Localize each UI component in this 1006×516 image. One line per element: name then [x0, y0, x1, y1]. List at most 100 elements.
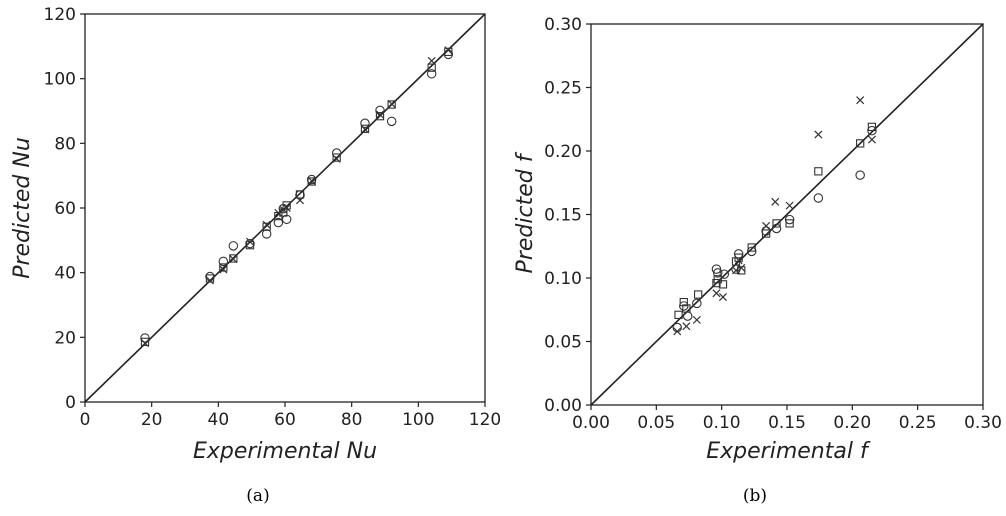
panel-a-x-tick-label: 80 — [341, 410, 363, 430]
panel-b-identity-line — [590, 23, 984, 406]
panel-b-square-point — [674, 310, 683, 319]
panel-b-square-point — [737, 266, 746, 275]
panel-a-y-ticks: 0 20 40 60 80 100 120 — [44, 5, 85, 413]
panel-b-circle-point — [692, 298, 702, 309]
panel-a-x-tick-label: 100 — [402, 410, 434, 430]
panel-a-cross-point — [274, 208, 283, 217]
panel-a-cross-point — [360, 125, 370, 134]
panel-a-square-point — [444, 47, 453, 56]
panel-a-x-ticks: 0 20 40 60 80 100 120 — [80, 402, 501, 430]
panel-a-x-tick-label: 20 — [141, 410, 163, 430]
panel-b-circle-point — [784, 214, 795, 225]
panel-a-x-tick-label: 120 — [469, 410, 501, 430]
panel-b-x-tick-label: 0.25 — [899, 413, 937, 433]
panel-a-circle-point — [331, 148, 342, 158]
panel-b-cross-point — [737, 263, 746, 272]
panel-a-circle-point — [261, 229, 272, 239]
panel-b-cross-point — [785, 201, 794, 210]
panel-b-cross-point — [734, 256, 743, 265]
panel-b-y-tick-label: 0.05 — [544, 333, 582, 353]
panel-b-y-tick-label: 0.00 — [544, 396, 582, 416]
panel-a-cross-point — [219, 265, 228, 274]
panel-b-x-tick-label: 0.20 — [833, 413, 871, 433]
panel-a-circle-point — [218, 256, 229, 267]
panel-a-cross-point — [375, 110, 385, 119]
panel-a-cross-point — [387, 99, 396, 108]
panel-b-cross-point — [712, 289, 721, 298]
panel-a-circle-point — [140, 333, 150, 343]
panel-a-y-axis-label: Predicted Nu — [10, 137, 35, 279]
panel-b-square-point — [761, 229, 771, 238]
panel-a-y-tick-label: 120 — [44, 5, 76, 25]
panel-b-cross-point — [673, 327, 682, 336]
panel-b-square-point — [747, 243, 756, 252]
panel-a-x-tick-label: 60 — [274, 410, 296, 430]
panel-a-square-point — [427, 63, 436, 72]
panel-b-cross-point — [814, 130, 823, 139]
panel-b-x-tick-label: 0.10 — [703, 413, 741, 433]
panel-a-square-point — [262, 222, 271, 231]
panel-b-square-point — [772, 219, 781, 228]
panel-b-data-points — [672, 96, 877, 336]
panel-a-y-tick-label: 100 — [44, 70, 76, 90]
panel-b-circle-point — [672, 322, 682, 333]
panel-a-x-axis-label: Experimental Nu — [193, 439, 377, 464]
panel-a-circle-point — [205, 271, 215, 282]
panel-b-square-point — [693, 290, 703, 299]
panel-a-circle-point — [375, 105, 385, 116]
panel-a-square-point — [140, 337, 150, 347]
panel-b-circle-point — [867, 125, 877, 136]
panel-b-x-axis-label: Experimental f — [706, 439, 871, 464]
panel-a-circle-point — [360, 118, 370, 129]
panel-b-x-tick-label: 0.00 — [572, 413, 610, 433]
panel-a-nu-parity-plot: 0 20 40 60 80 100 120 0 20 40 60 80 100 120 Experime… — [10, 5, 501, 506]
panel-a-square-point — [205, 274, 215, 283]
panel-b-cross-point — [718, 293, 727, 302]
panel-a-square-point — [229, 254, 238, 263]
panel-b-x-ticks: 0.00 0.05 0.10 0.15 0.20 0.25 0.30 — [572, 405, 1002, 433]
panel-b-caption: (b) — [743, 486, 767, 506]
panel-b-y-tick-label: 0.20 — [544, 142, 582, 162]
panel-a-cross-point — [205, 276, 215, 285]
panel-a-cross-point — [332, 154, 341, 163]
panel-b-cross-point — [682, 322, 691, 331]
panel-b-square-point — [682, 304, 691, 313]
panel-b-circle-point — [746, 246, 757, 257]
panel-a-cross-point — [140, 339, 150, 348]
panel-b-cross-point — [692, 315, 701, 324]
panel-a-caption: (a) — [246, 486, 269, 506]
panel-b-y-tick-label: 0.10 — [544, 269, 582, 289]
panel-a-cross-point — [245, 237, 255, 246]
panel-b-circle-point — [813, 193, 824, 203]
panel-a-square-point — [295, 190, 305, 199]
panel-b-circle-point — [679, 301, 689, 311]
panel-b-circle-point — [719, 269, 730, 279]
panel-a-square-point — [332, 153, 341, 162]
panel-a-cross-point — [262, 220, 271, 229]
panel-b-square-point — [867, 122, 877, 132]
panel-a-circle-point — [245, 238, 255, 249]
panel-a-y-tick-label: 80 — [54, 134, 76, 154]
panel-a-y-tick-label: 40 — [54, 264, 76, 284]
panel-b-x-tick-label: 0.30 — [964, 413, 1002, 433]
panel-b-cross-point — [732, 266, 741, 275]
panel-b-square-point — [679, 297, 688, 307]
panel-b-cross-point — [762, 221, 771, 230]
panel-a-cross-point — [444, 46, 453, 55]
panel-b-circle-point — [771, 223, 782, 234]
panel-b-y-tick-label: 0.30 — [544, 15, 582, 35]
panel-a-cross-point — [295, 196, 305, 205]
panel-a-square-point — [375, 112, 385, 121]
panel-b-circle-point — [682, 311, 693, 321]
panel-b-y-axis-label: Predicted f — [513, 151, 538, 273]
panel-a-square-point — [387, 100, 396, 109]
panel-a-square-point — [307, 177, 316, 186]
panel-b-y-ticks: 0.00 0.05 0.10 0.15 0.20 0.25 0.30 — [544, 15, 591, 416]
panel-b-circle-point — [761, 226, 771, 236]
panel-b-x-tick-label: 0.15 — [768, 413, 806, 433]
panel-b-x-tick-label: 0.05 — [637, 413, 675, 433]
panel-a-square-point — [360, 124, 370, 133]
panel-a-square-point — [282, 201, 291, 210]
panel-b-square-point — [713, 275, 722, 284]
panel-b-circle-point — [711, 264, 722, 274]
